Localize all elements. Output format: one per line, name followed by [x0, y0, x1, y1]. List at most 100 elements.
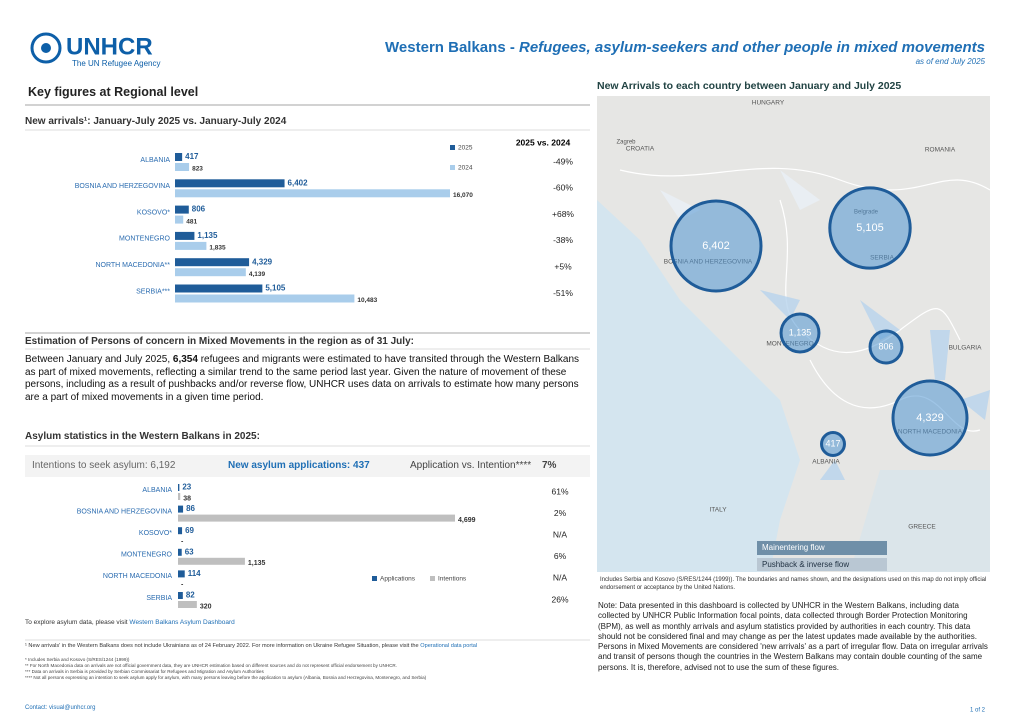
bar [175, 231, 195, 240]
bar [178, 527, 183, 535]
comparison-label: 6% [554, 551, 567, 561]
place-label: BULGARIA [949, 345, 983, 352]
value-label: - [181, 582, 184, 589]
bubble-label: 5,105 [856, 222, 884, 234]
value: 437 [353, 460, 370, 471]
comparison-label: 26% [551, 594, 568, 604]
text: refugees and migrants were estimated to … [25, 354, 580, 403]
page-number: 1 of 2 [970, 708, 986, 714]
text: ¹ New arrivals' in the Western Balkans d… [25, 643, 419, 649]
highlight: 6,354 [172, 354, 198, 365]
comparison-label: 61% [551, 486, 568, 496]
value-label: 86 [186, 504, 195, 513]
flow-arrow [960, 390, 990, 420]
value-label: - [181, 539, 184, 546]
value-label: 1,135 [248, 560, 266, 567]
title-main: Western Balkans - [385, 39, 519, 56]
applications-figure: New asylum applications: 437 [228, 460, 370, 471]
category-label: MONTENEGRO [119, 236, 171, 243]
comparison-label: -60% [553, 183, 573, 193]
place-label: HUNGARY [752, 100, 785, 107]
category-label: BOSNIA AND HERZEGOVINA [75, 183, 171, 190]
value-label: 4,699 [458, 517, 476, 524]
flow-arrow [930, 330, 950, 380]
value-label: 38 [183, 495, 191, 502]
map-caption: Includes Serbia and Kosovo (S/RES/1244 (… [600, 577, 987, 591]
bar [175, 268, 246, 277]
arrival-bubble [779, 312, 821, 354]
bar [175, 179, 285, 188]
map-border [779, 199, 961, 354]
text: Between January and July 2025, [25, 354, 173, 365]
legend-label: Intentions [438, 576, 467, 583]
value-label: 481 [186, 218, 197, 225]
label: New asylum applications: [228, 460, 351, 471]
arrival-bubble [820, 431, 846, 457]
link[interactable]: Operational data portal [420, 643, 478, 649]
bar [175, 189, 450, 198]
header-date: as of end July 2025 [915, 57, 985, 66]
value-label: 320 [200, 603, 212, 610]
bar [178, 493, 181, 500]
bar [178, 484, 180, 491]
bar [175, 205, 189, 214]
comparison-label: -49% [553, 156, 573, 166]
place-label: ITALY [709, 507, 727, 514]
footnote: ¹ New arrivals' in the Western Balkans d… [25, 643, 590, 649]
bar [178, 557, 245, 565]
category-label: MONTENEGRO [121, 552, 173, 559]
value-label: 82 [186, 591, 195, 600]
comparison-label: +68% [552, 209, 574, 219]
section-title: Estimation of Persons of concern in Mixe… [25, 336, 414, 347]
category-label: ALBANIA [142, 487, 172, 494]
intentions-figure: Intentions to seek asylum: 6,192 [32, 460, 175, 471]
comparison-label: 2% [554, 508, 567, 518]
value: 7% [541, 460, 557, 471]
place-label: CROATIA [626, 146, 655, 153]
category-label: NORTH MACEDONIA [103, 573, 172, 580]
place-label: ROMANIA [925, 147, 956, 154]
link[interactable]: Western Balkans Asylum Dashboard [129, 619, 235, 626]
comparison-title: 2025 vs. 2024 [516, 137, 571, 147]
text: To explore asylum data, please visit [25, 619, 128, 626]
comparison-label: +5% [554, 261, 572, 271]
value-label: 63 [185, 547, 194, 556]
legend-label: 2024 [458, 165, 473, 172]
value-label: 823 [192, 166, 203, 173]
comparison-label: -38% [553, 235, 573, 245]
place-label: ALBANIA [812, 459, 840, 466]
logo [30, 32, 62, 64]
arrival-bubble [828, 186, 912, 270]
bar [178, 548, 182, 556]
place-label: Zagreb [616, 140, 636, 146]
bubble-label: 806 [878, 341, 893, 351]
bar [175, 163, 190, 171]
bar [175, 215, 184, 224]
comparison-label: -51% [553, 288, 573, 298]
section-title: Key figures at Regional level [28, 85, 199, 99]
footnote: **** Not all persons expressing an inten… [25, 675, 427, 680]
logo-emblem [41, 43, 51, 53]
bubble-label: 1,135 [789, 327, 812, 337]
header-title: Western Balkans - Refugees, asylum-seeke… [385, 39, 985, 56]
legend-pushback-box [757, 558, 887, 571]
bar [175, 241, 207, 250]
value-label: 6,402 [288, 178, 309, 187]
value-label: 1,835 [209, 245, 226, 252]
bar [178, 570, 185, 578]
comparison-label: N/A [553, 573, 568, 583]
value-label: 10,483 [357, 297, 377, 304]
bubble-label: 417 [825, 438, 840, 448]
category-label: SERBIA*** [136, 288, 170, 295]
value: 6,192 [150, 460, 176, 471]
bar [178, 601, 197, 608]
legend-swatch [450, 165, 455, 170]
pushback-arrow [780, 170, 820, 210]
title-sub: Refugees, asylum-seekers and other peopl… [519, 39, 985, 56]
value-label: 4,329 [252, 257, 273, 266]
value-label: 23 [182, 483, 191, 492]
legend-swatch [372, 576, 377, 581]
